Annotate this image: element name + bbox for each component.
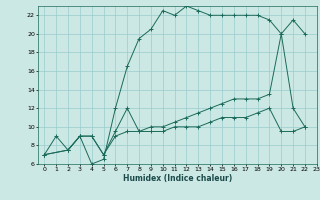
X-axis label: Humidex (Indice chaleur): Humidex (Indice chaleur) (123, 174, 232, 183)
